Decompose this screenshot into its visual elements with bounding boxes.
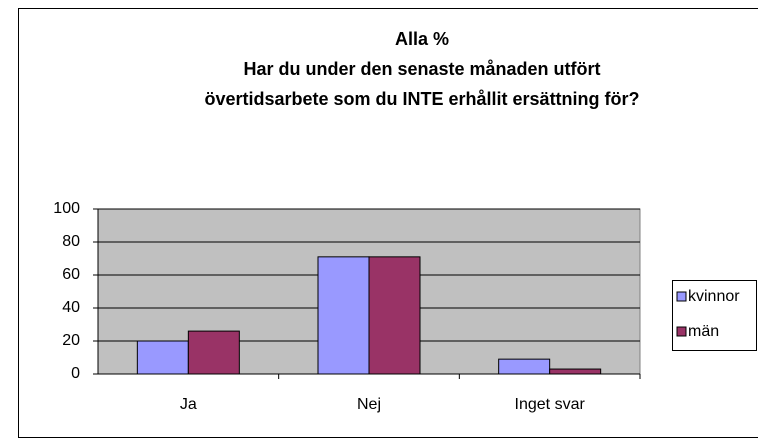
y-tick-label: 80 <box>62 233 80 250</box>
bar <box>136 340 189 375</box>
legend-swatch <box>676 326 687 337</box>
y-tick-label: 60 <box>62 266 80 283</box>
y-tick-label: 0 <box>71 365 80 382</box>
y-tick-label: 20 <box>62 332 80 349</box>
legend-label: män <box>688 323 719 340</box>
bar <box>549 368 602 375</box>
bar <box>317 256 370 375</box>
y-tick-label: 100 <box>53 200 80 217</box>
legend-label: kvinnor <box>688 288 740 305</box>
bar <box>187 330 240 375</box>
bar <box>368 256 421 375</box>
y-tick-label: 40 <box>62 299 80 316</box>
x-tick-label: Nej <box>357 396 381 413</box>
x-tick-label: Ja <box>180 396 197 413</box>
chart-title: Har du under den senaste månaden utfört <box>243 59 600 79</box>
chart-title: Alla % <box>395 29 449 49</box>
chart-title: övertidsarbete som du INTE erhållit ersä… <box>204 89 639 109</box>
x-tick-label: Inget svar <box>515 396 586 413</box>
bar <box>498 358 551 375</box>
legend-swatch <box>676 291 687 302</box>
